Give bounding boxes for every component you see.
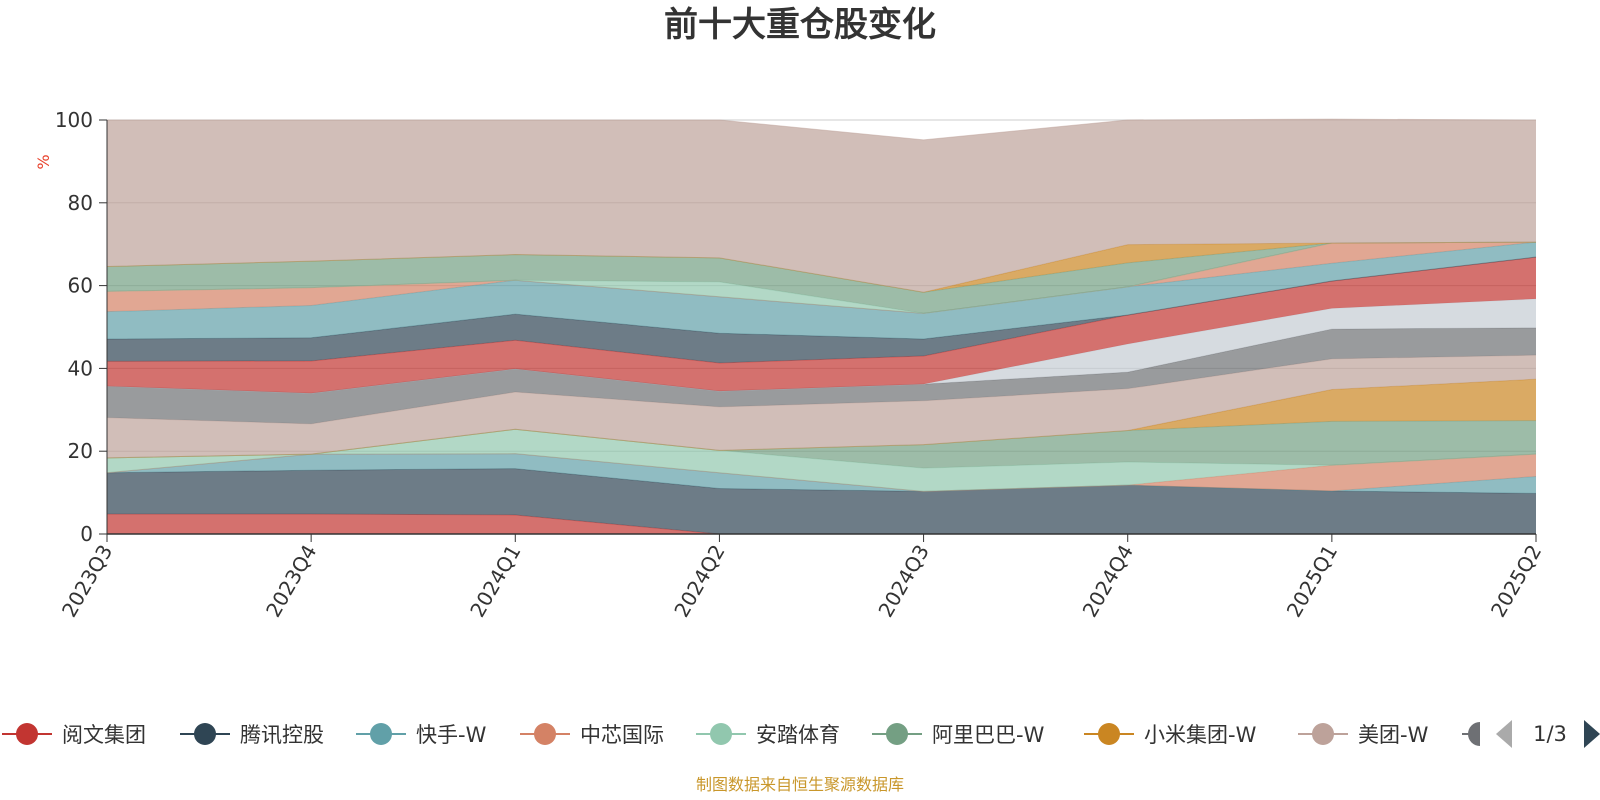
legend-pager: 1/3 xyxy=(1496,720,1600,748)
y-axis-unit: % xyxy=(34,154,53,169)
legend-circle-icon xyxy=(1312,723,1334,745)
legend-item-5[interactable]: 安踏体育 xyxy=(696,723,840,747)
legend-circle-icon xyxy=(16,723,38,745)
legend-item-1[interactable]: 阅文集团 xyxy=(2,723,146,747)
area-series-9 xyxy=(107,327,1536,424)
y-tick-label: 0 xyxy=(80,522,93,546)
x-tick-label: 2024Q2 xyxy=(669,541,729,622)
y-tick-label: 100 xyxy=(55,108,93,132)
y-tick-label: 20 xyxy=(68,439,93,463)
x-tick-label: 2023Q3 xyxy=(57,541,117,622)
area-series-10 xyxy=(107,298,1536,394)
legend-item-2[interactable]: 腾讯控股 xyxy=(180,723,324,747)
chart-title: 前十大重仓股变化 xyxy=(664,5,936,45)
y-tick-label: 80 xyxy=(68,191,93,215)
area-series-2 xyxy=(107,468,1536,534)
legend-page-indicator: 1/3 xyxy=(1533,722,1567,746)
legend-next-page-button[interactable] xyxy=(1584,720,1600,748)
legend-prev-page-button[interactable] xyxy=(1496,720,1512,748)
y-tick-label: 60 xyxy=(68,274,93,298)
legend-circle-icon xyxy=(1098,723,1120,745)
legend-item-4[interactable]: 中芯国际 xyxy=(520,723,664,747)
area-series-15 xyxy=(107,242,1536,314)
x-tick-label: 2025Q1 xyxy=(1282,541,1342,622)
x-tick-label: 2023Q4 xyxy=(261,541,321,622)
area-series-line-18 xyxy=(107,118,1537,141)
legend-label: 安踏体育 xyxy=(756,723,840,747)
legend-item-3[interactable]: 快手-W xyxy=(356,723,487,747)
legend-item-6[interactable]: 阿里巴巴-W xyxy=(872,723,1045,747)
area-series-6 xyxy=(107,420,1536,469)
area-series-8 xyxy=(107,355,1536,458)
legend-circle-icon xyxy=(534,723,556,745)
legend-circle-icon xyxy=(886,723,908,745)
legend-label: 美团-W xyxy=(1358,723,1429,747)
legend-label: 阿里巴巴-W xyxy=(932,723,1045,747)
x-tick-label: 2024Q4 xyxy=(1078,541,1138,622)
legend-item-truncated xyxy=(1462,722,1480,746)
data-source-footer: 制图数据来自恒生聚源数据库 xyxy=(696,775,904,794)
legend: 阅文集团 腾讯控股 快手-W 中芯国际 安踏体育 阿里巴巴-W 小米集团-W 美团-W xyxy=(2,722,1480,747)
axes xyxy=(99,119,1537,542)
legend-circle-icon xyxy=(1468,722,1480,746)
area-series-11 xyxy=(107,257,1536,394)
x-tick-label: 2025Q2 xyxy=(1486,541,1546,622)
legend-item-8[interactable]: 美团-W xyxy=(1298,723,1429,747)
x-tick-label: 2024Q1 xyxy=(465,541,525,622)
x-tick-label: 2024Q3 xyxy=(873,541,933,622)
area-series-3 xyxy=(107,453,1536,494)
x-tick-labels: 2023Q3 2023Q4 2024Q1 2024Q2 2024Q3 2024Q4 2025… xyxy=(57,541,1546,622)
area-series-14 xyxy=(107,242,1536,314)
area-series-1 xyxy=(107,514,1536,534)
area-series-5 xyxy=(107,429,1536,492)
legend-circle-icon xyxy=(194,723,216,745)
area-series-7 xyxy=(107,379,1536,458)
legend-label: 中芯国际 xyxy=(580,723,664,747)
legend-label: 快手-W xyxy=(416,723,487,747)
y-tick-labels: 0 20 40 60 80 100 xyxy=(55,108,93,546)
area-series-16 xyxy=(107,242,1536,314)
area-series-12 xyxy=(107,257,1536,364)
legend-circle-icon xyxy=(370,723,392,745)
legend-label: 小米集团-W xyxy=(1144,723,1257,747)
y-tick-label: 40 xyxy=(68,356,93,380)
legend-circle-icon xyxy=(710,723,732,745)
area-series-18 xyxy=(107,119,1536,293)
area-series-17 xyxy=(107,242,1536,293)
legend-label: 阅文集团 xyxy=(62,723,146,747)
legend-label: 腾讯控股 xyxy=(240,723,324,747)
area-series-4 xyxy=(107,453,1536,492)
area-series-13 xyxy=(107,242,1536,340)
legend-item-7[interactable]: 小米集团-W xyxy=(1084,723,1257,747)
area-series-group xyxy=(106,118,1537,535)
